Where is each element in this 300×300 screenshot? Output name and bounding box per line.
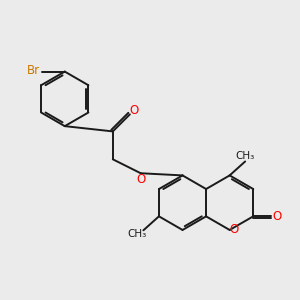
Text: O: O: [130, 103, 139, 116]
Text: O: O: [136, 172, 145, 186]
Text: Br: Br: [27, 64, 40, 77]
Text: O: O: [230, 224, 239, 236]
Text: CH₃: CH₃: [236, 151, 255, 161]
Text: O: O: [272, 210, 281, 223]
Text: CH₃: CH₃: [127, 229, 146, 239]
